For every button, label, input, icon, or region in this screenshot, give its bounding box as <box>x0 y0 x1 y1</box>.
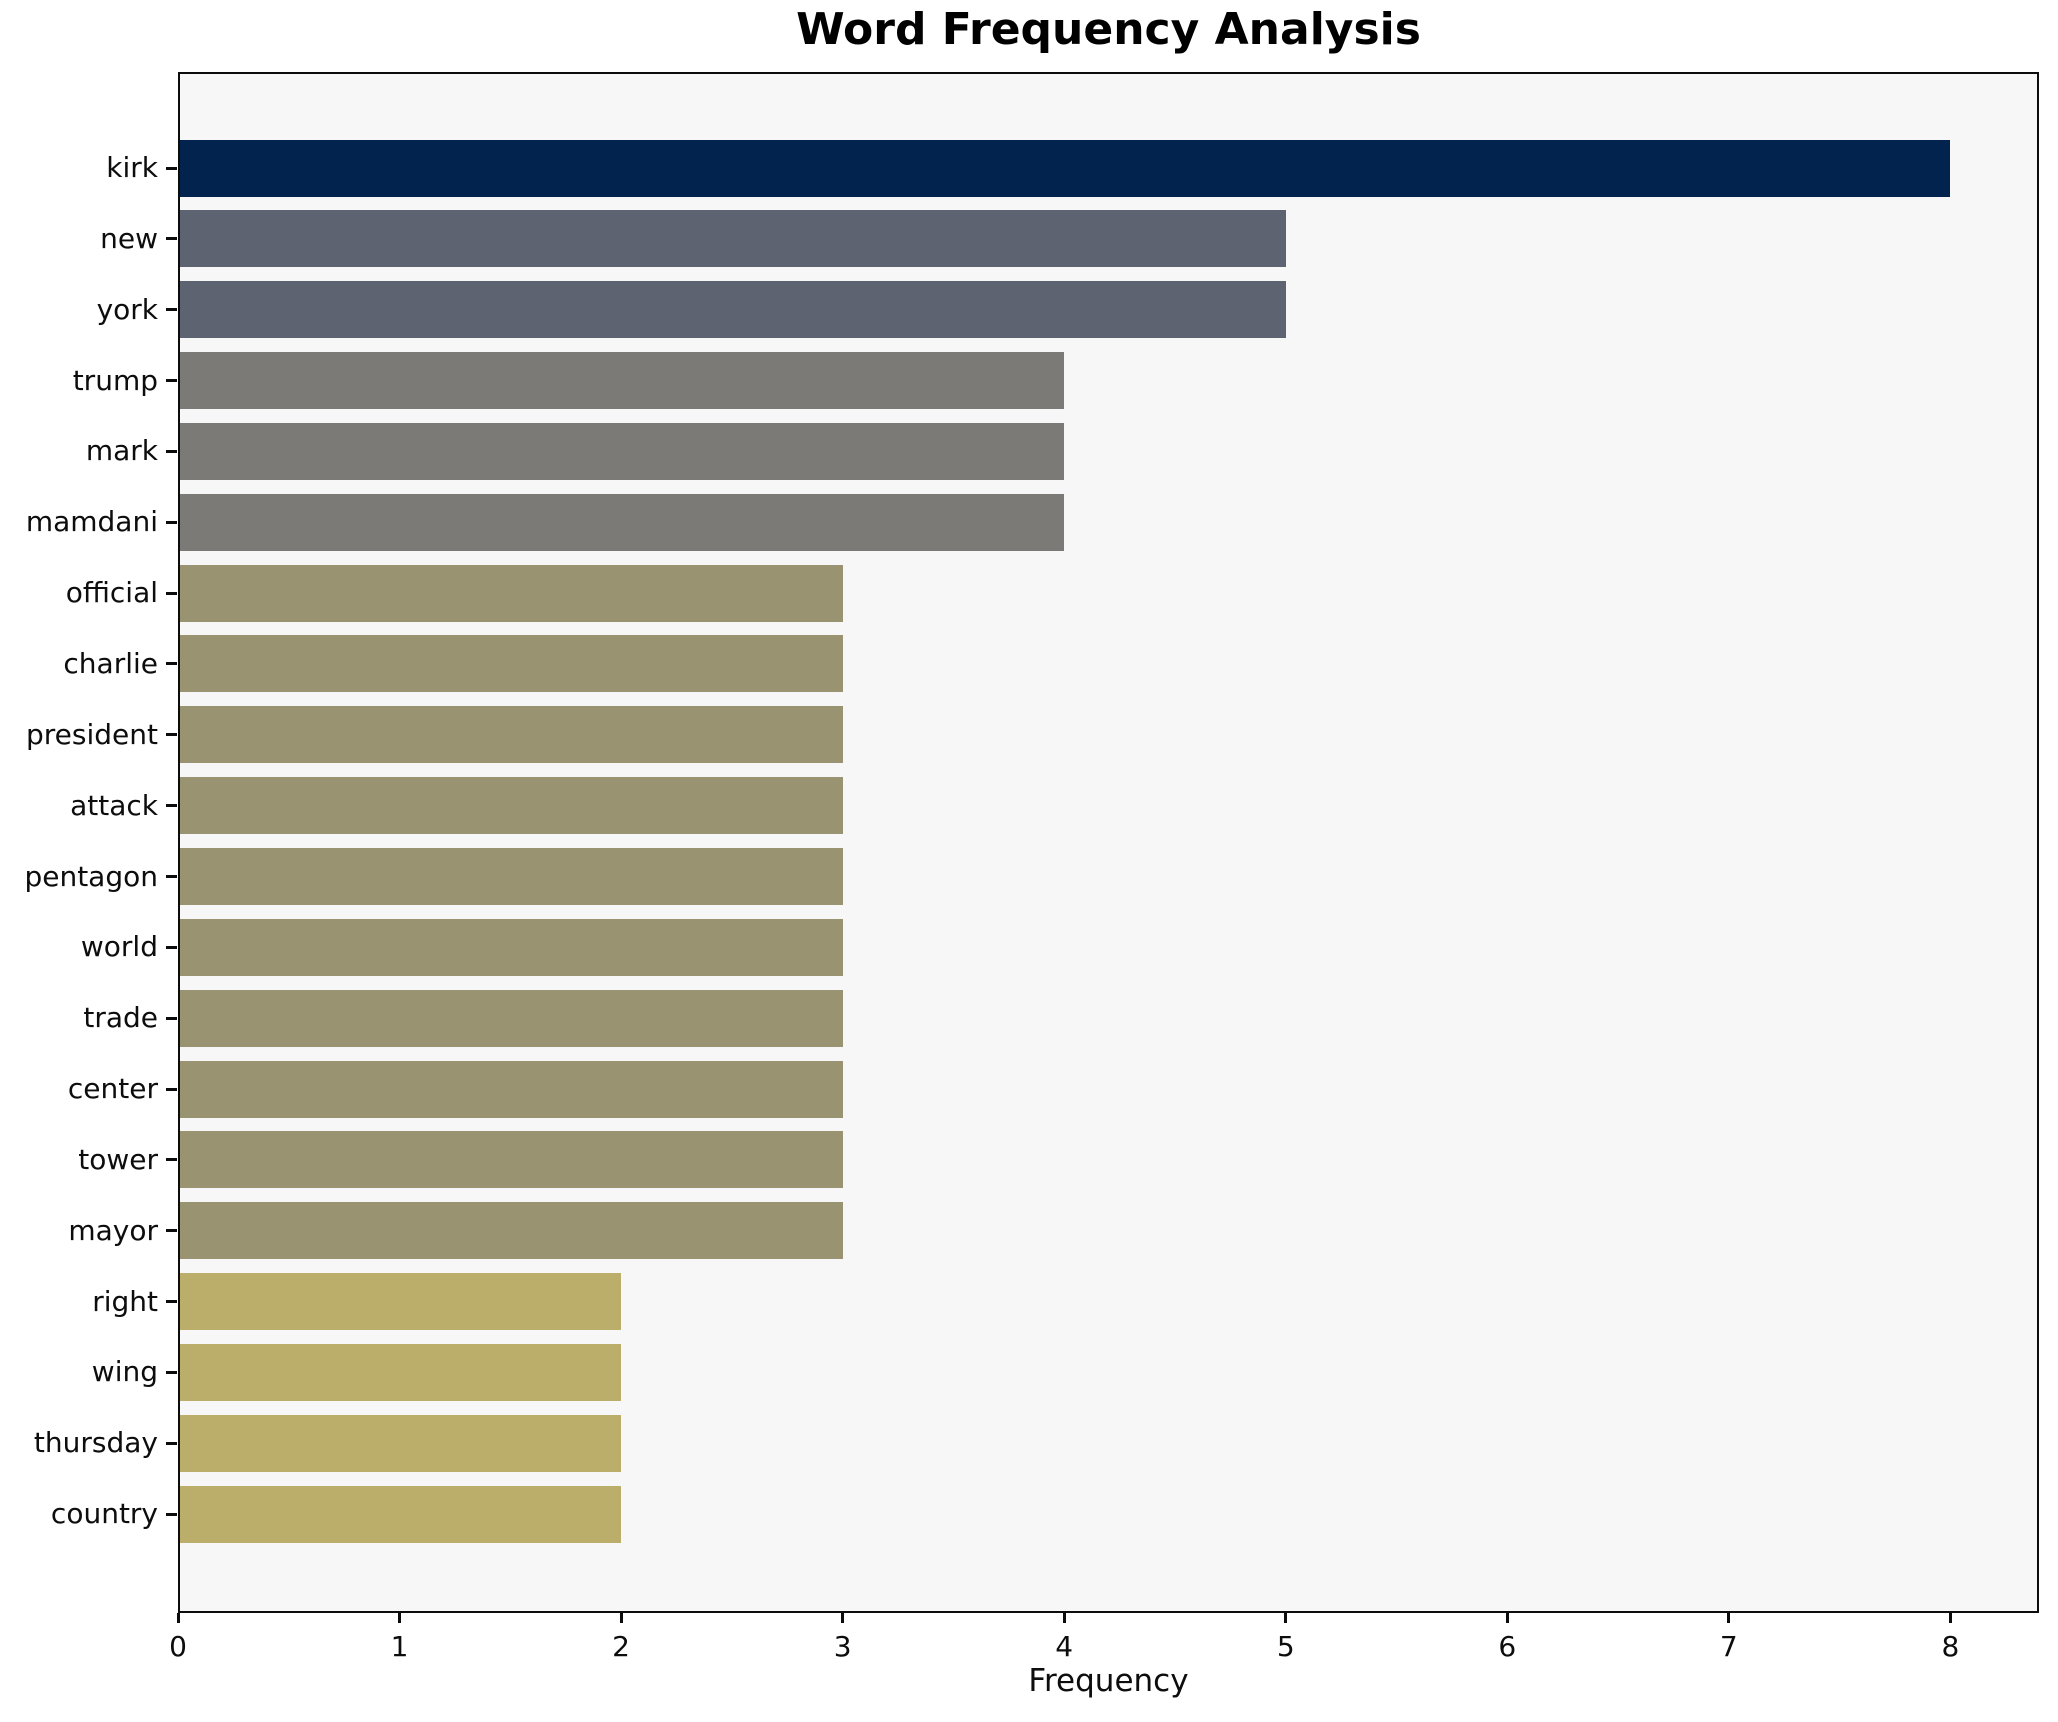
y-tick-mark <box>166 945 177 949</box>
y-tick-mark <box>166 875 177 878</box>
y-tick-mark <box>166 1300 177 1304</box>
chart-title: Word Frequency Analysis <box>796 4 1421 55</box>
y-tick-mark <box>166 379 177 383</box>
x-tick-mark <box>176 1613 180 1623</box>
y-tick-label-trade: trade <box>83 1001 158 1035</box>
bar-president <box>178 706 843 764</box>
x-tick-label-4: 4 <box>1055 1630 1074 1663</box>
y-tick-mark <box>166 591 177 595</box>
x-tick-mark <box>619 1613 623 1623</box>
y-tick-mark <box>166 449 177 453</box>
y-tick-mark <box>166 733 177 737</box>
y-tick-label-trump: trump <box>72 363 158 397</box>
y-tick-mark <box>166 662 177 666</box>
x-tick-label-2: 2 <box>612 1630 630 1663</box>
y-tick-mark <box>166 1512 177 1516</box>
y-tick-label-center: center <box>67 1072 158 1106</box>
x-tick-label-8: 8 <box>1941 1630 1960 1663</box>
x-tick-mark <box>398 1613 402 1623</box>
y-tick-label-president: president <box>26 717 158 751</box>
x-tick-mark <box>1284 1613 1288 1623</box>
x-tick-mark <box>1062 1613 1066 1623</box>
y-tick-label-tower: tower <box>78 1142 158 1176</box>
y-tick-label-mamdani: mamdani <box>25 505 158 539</box>
y-tick-mark <box>166 804 177 808</box>
x-tick-label-7: 7 <box>1719 1630 1738 1663</box>
y-tick-label-world: world <box>80 930 158 964</box>
y-tick-mark <box>166 237 177 241</box>
x-tick-mark <box>1505 1613 1509 1623</box>
bar-thursday <box>178 1414 622 1472</box>
x-tick-label-6: 6 <box>1498 1630 1517 1663</box>
x-tick-label-0: 0 <box>169 1630 187 1663</box>
y-tick-label-mayor: mayor <box>68 1213 158 1247</box>
y-tick-mark <box>166 1229 177 1233</box>
y-tick-mark <box>166 1158 177 1162</box>
bar-right <box>178 1273 622 1331</box>
y-tick-label-thursday: thursday <box>33 1426 158 1460</box>
x-tick-mark <box>1948 1613 1952 1623</box>
x-tick-mark <box>1727 1613 1731 1623</box>
x-tick-label-3: 3 <box>833 1630 852 1663</box>
y-tick-mark <box>166 308 177 312</box>
bar-trump <box>178 352 1065 410</box>
y-tick-label-pentagon: pentagon <box>24 859 158 893</box>
bar-country <box>178 1485 622 1543</box>
x-tick-mark <box>841 1613 845 1623</box>
y-tick-label-kirk: kirk <box>106 151 158 184</box>
bar-center <box>178 1060 843 1118</box>
bar-new <box>178 210 1286 268</box>
x-tick-label-5: 5 <box>1276 1630 1295 1663</box>
x-tick-label-1: 1 <box>390 1630 409 1663</box>
bar-mayor <box>178 1202 843 1260</box>
y-tick-mark <box>166 1016 177 1020</box>
y-tick-label-official: official <box>65 576 158 610</box>
bar-attack <box>178 777 843 835</box>
y-tick-mark <box>166 166 177 170</box>
bar-world <box>178 918 843 976</box>
bar-trade <box>178 989 843 1047</box>
bar-wing <box>178 1343 622 1401</box>
y-tick-label-wing: wing <box>91 1355 158 1389</box>
x-axis-label: Frequency <box>1028 1663 1189 1699</box>
y-tick-mark <box>166 520 177 524</box>
plot-area <box>178 72 2039 1613</box>
bar-york <box>178 281 1286 339</box>
y-tick-label-mark: mark <box>85 434 158 468</box>
y-tick-label-new: new <box>100 221 158 255</box>
bar-charlie <box>178 635 843 693</box>
bar-mark <box>178 422 1065 480</box>
y-tick-mark <box>166 1087 177 1091</box>
bar-kirk <box>178 139 1951 197</box>
y-tick-mark <box>166 1441 177 1445</box>
bar-tower <box>178 1131 843 1189</box>
y-tick-label-york: york <box>96 292 158 326</box>
y-tick-label-country: country <box>50 1497 158 1531</box>
y-tick-mark <box>166 1370 177 1374</box>
y-tick-label-attack: attack <box>70 788 158 822</box>
y-tick-label-right: right <box>92 1284 158 1318</box>
bar-pentagon <box>178 848 843 905</box>
y-tick-label-charlie: charlie <box>63 646 158 680</box>
bar-mamdani <box>178 493 1065 551</box>
bar-official <box>178 564 843 622</box>
